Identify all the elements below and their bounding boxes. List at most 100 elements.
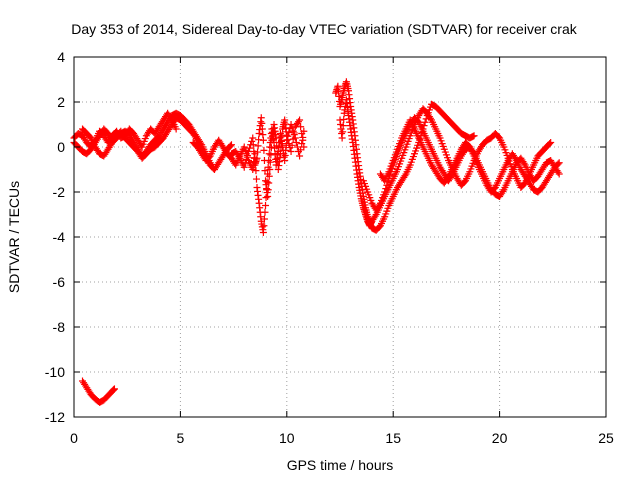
- data-point: [262, 194, 270, 202]
- x-tick-label: 0: [70, 430, 78, 446]
- data-point: [266, 158, 274, 166]
- data-point: [265, 172, 273, 180]
- y-tick-label: 0: [57, 139, 65, 155]
- y-tick-label: 2: [57, 94, 65, 110]
- data-point: [172, 125, 180, 133]
- data-point: [242, 155, 250, 163]
- data-point: [290, 129, 298, 137]
- data-point: [375, 201, 383, 209]
- data-point: [241, 159, 249, 167]
- data-point: [297, 123, 305, 131]
- data-point: [339, 122, 347, 130]
- data-point: [283, 132, 291, 140]
- data-point: [383, 181, 391, 189]
- data-point: [512, 155, 520, 163]
- data-point: [235, 153, 243, 161]
- data-point: [197, 139, 205, 147]
- data-point: [254, 148, 262, 156]
- x-axis-title: GPS time / hours: [287, 457, 394, 473]
- data-point: [292, 139, 300, 146]
- data-point: [241, 146, 249, 154]
- data-point: [381, 188, 389, 196]
- data-point: [265, 150, 273, 158]
- data-point: [249, 141, 257, 149]
- y-tick-label: -2: [53, 184, 66, 200]
- axis-ticks: 0 5 10 15 20 25 -12 -10 -8 -6 -4 -2 0 2 4: [45, 49, 614, 446]
- data-point: [338, 134, 346, 142]
- y-tick-label: -10: [45, 364, 65, 380]
- chart-title: Day 353 of 2014, Sidereal Day-to-day VTE…: [71, 21, 577, 37]
- series-segment-9: [376, 116, 563, 196]
- data-point: [296, 116, 304, 124]
- data-point: [289, 135, 297, 143]
- data-point: [240, 163, 248, 171]
- data-point: [555, 170, 563, 178]
- data-point: [371, 212, 379, 220]
- data-point: [295, 118, 303, 126]
- data-point: [272, 134, 280, 142]
- data-point: [227, 141, 235, 149]
- data-point: [276, 150, 284, 158]
- data-point: [266, 166, 274, 173]
- data-point: [401, 172, 409, 180]
- data-point: [288, 124, 296, 132]
- data-point: [253, 154, 261, 162]
- data-point: [554, 168, 562, 176]
- data-point: [426, 114, 434, 122]
- y-tick-label: -8: [53, 319, 66, 335]
- data-point: [299, 136, 307, 144]
- data-point: [285, 140, 293, 148]
- data-point: [554, 160, 562, 168]
- data-point: [252, 175, 260, 183]
- data-point: [262, 202, 270, 209]
- y-tick-label: -12: [45, 409, 65, 425]
- data-point: [339, 128, 347, 136]
- data-point: [520, 159, 528, 167]
- y-tick-label: -6: [53, 274, 66, 290]
- data-point: [243, 151, 251, 159]
- data-point: [470, 132, 478, 140]
- series-segment-10: [79, 377, 118, 406]
- data-point: [259, 229, 267, 236]
- data-point: [382, 185, 390, 193]
- x-tick-label: 20: [492, 430, 508, 446]
- x-tick-label: 25: [598, 430, 614, 446]
- data-point: [259, 136, 267, 144]
- series-segment-5: [227, 114, 308, 200]
- x-tick-label: 10: [279, 430, 295, 446]
- data-point: [298, 130, 306, 137]
- data-point: [261, 208, 269, 216]
- data-point: [265, 179, 273, 187]
- data-point: [260, 222, 268, 230]
- data-point: [443, 174, 451, 182]
- x-tick-label: 5: [177, 430, 185, 446]
- x-tick-label: 15: [385, 430, 401, 446]
- data-points: [70, 78, 563, 406]
- data-point: [246, 144, 254, 152]
- data-point: [260, 146, 268, 154]
- data-point: [249, 134, 257, 142]
- data-point: [546, 140, 554, 148]
- data-point: [110, 385, 118, 393]
- data-point: [264, 186, 272, 194]
- data-point: [288, 141, 296, 149]
- data-point: [267, 144, 275, 152]
- data-point: [296, 152, 304, 160]
- data-point: [226, 142, 234, 150]
- series-segment-7: [336, 96, 555, 230]
- y-tick-label: 4: [57, 49, 65, 65]
- data-point: [254, 142, 262, 150]
- y-tick-label: -4: [53, 229, 66, 245]
- data-point: [260, 215, 268, 223]
- data-point: [264, 193, 272, 200]
- data-point: [287, 148, 295, 155]
- data-point: [555, 159, 563, 167]
- data-point: [267, 151, 275, 159]
- y-axis-title: SDTVAR / TECUs: [6, 181, 22, 293]
- data-point: [421, 118, 429, 126]
- data-point: [261, 167, 269, 175]
- grid: [74, 57, 606, 417]
